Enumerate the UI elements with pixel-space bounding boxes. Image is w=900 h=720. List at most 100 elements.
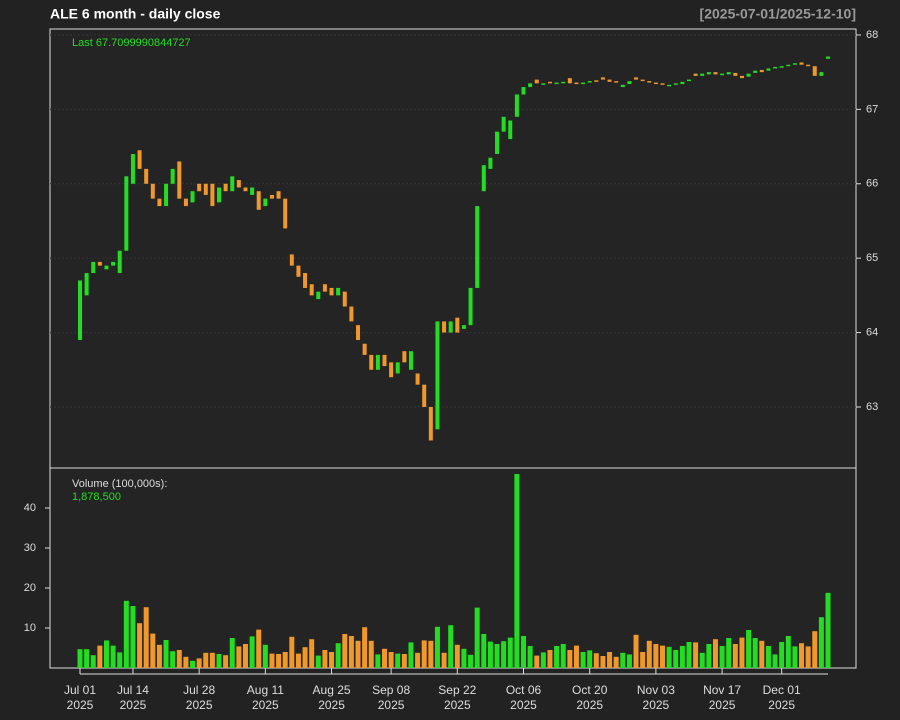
y-tick-label: 65 <box>866 252 878 264</box>
candle <box>84 273 89 296</box>
volume-bar <box>262 644 268 668</box>
volume-bar <box>593 653 599 668</box>
candle <box>256 191 261 210</box>
volume-bar <box>170 651 176 668</box>
candle <box>190 191 195 203</box>
volume-bar <box>633 634 639 668</box>
candle <box>137 150 142 169</box>
candle <box>369 354 374 370</box>
volume-bar <box>216 654 222 668</box>
volume-bar <box>368 640 374 668</box>
volume-bar <box>540 652 546 668</box>
candle <box>230 176 235 192</box>
volume-bar <box>818 617 824 668</box>
candle <box>329 287 334 296</box>
volume-bar <box>401 654 407 668</box>
volume-bar <box>726 638 732 668</box>
candle <box>720 73 725 76</box>
volume-bar <box>666 646 672 668</box>
volume-bar <box>567 650 573 668</box>
volume-bar <box>547 650 553 668</box>
candle <box>521 87 526 95</box>
volume-bar <box>97 645 103 668</box>
volume-bar <box>143 607 149 668</box>
volume-bar <box>554 646 560 668</box>
volume-bar <box>587 650 593 668</box>
x-tick-label: Jul 14 <box>117 683 149 697</box>
candle <box>693 73 698 76</box>
volume-bar <box>494 644 500 668</box>
candle <box>91 261 96 274</box>
volume-bar <box>507 637 513 668</box>
candle <box>514 94 519 117</box>
x-tick-label: Jul 28 <box>183 683 215 697</box>
volume-bar <box>289 636 295 668</box>
candle <box>627 81 632 85</box>
x-tick-sublabel: 2025 <box>120 698 147 712</box>
volume-bar <box>481 634 487 668</box>
volume-bar <box>415 652 421 668</box>
x-tick-label: Jul 01 <box>64 683 96 697</box>
candle <box>402 351 407 363</box>
volume-bar <box>335 643 341 668</box>
candle <box>435 321 440 430</box>
candle <box>759 69 764 73</box>
volume-bar <box>269 653 275 668</box>
candle <box>534 79 539 84</box>
candle <box>634 77 639 80</box>
candle <box>362 343 367 355</box>
candle <box>250 187 255 195</box>
volume-bar <box>203 652 209 668</box>
volume-bar <box>183 656 189 668</box>
candle <box>773 66 778 69</box>
candle <box>826 56 830 59</box>
x-tick-label: Aug 11 <box>247 683 284 697</box>
candle <box>97 261 102 266</box>
candle <box>779 66 784 68</box>
volume-bar <box>375 654 381 668</box>
y-tick-label: 20 <box>24 582 36 594</box>
y-tick-label: 40 <box>24 502 36 514</box>
candle <box>269 194 274 199</box>
chart-title: ALE 6 month - daily close <box>50 6 221 22</box>
candle <box>495 131 500 155</box>
candle <box>680 81 685 85</box>
candle <box>78 280 82 341</box>
candle <box>501 116 506 132</box>
x-tick-sublabel: 2025 <box>576 698 603 712</box>
candle <box>792 63 797 65</box>
candle <box>554 82 559 85</box>
volume-bar <box>315 655 321 668</box>
candle <box>283 198 288 229</box>
x-tick-label: Oct 20 <box>572 683 608 697</box>
volume-bar <box>256 629 262 668</box>
candle <box>481 165 486 192</box>
candle <box>753 70 758 73</box>
candle <box>382 354 387 367</box>
volume-bar <box>693 642 699 668</box>
volume-bar <box>381 648 387 668</box>
candle <box>177 161 182 199</box>
x-tick-label: Nov 03 <box>637 683 675 697</box>
candle <box>422 384 427 407</box>
candle <box>647 81 652 83</box>
volume-bar <box>785 636 791 668</box>
candle <box>408 351 413 370</box>
volume-bar <box>468 654 474 668</box>
x-tick-label: Aug 25 <box>313 683 351 697</box>
volume-label: Volume (100,000s): <box>72 478 167 490</box>
volume-bar <box>84 649 90 668</box>
volume-bar <box>209 652 215 668</box>
volume-bar <box>487 641 493 668</box>
candle <box>276 191 281 199</box>
volume-bar <box>196 658 202 668</box>
candle <box>150 183 155 199</box>
volume-bar <box>573 645 579 668</box>
candle <box>104 265 109 270</box>
volume-bar <box>329 652 335 668</box>
candle <box>614 81 619 83</box>
candle <box>547 81 552 84</box>
y-tick-label: 67 <box>866 103 878 115</box>
volume-bar <box>156 644 162 668</box>
candle <box>130 154 135 184</box>
